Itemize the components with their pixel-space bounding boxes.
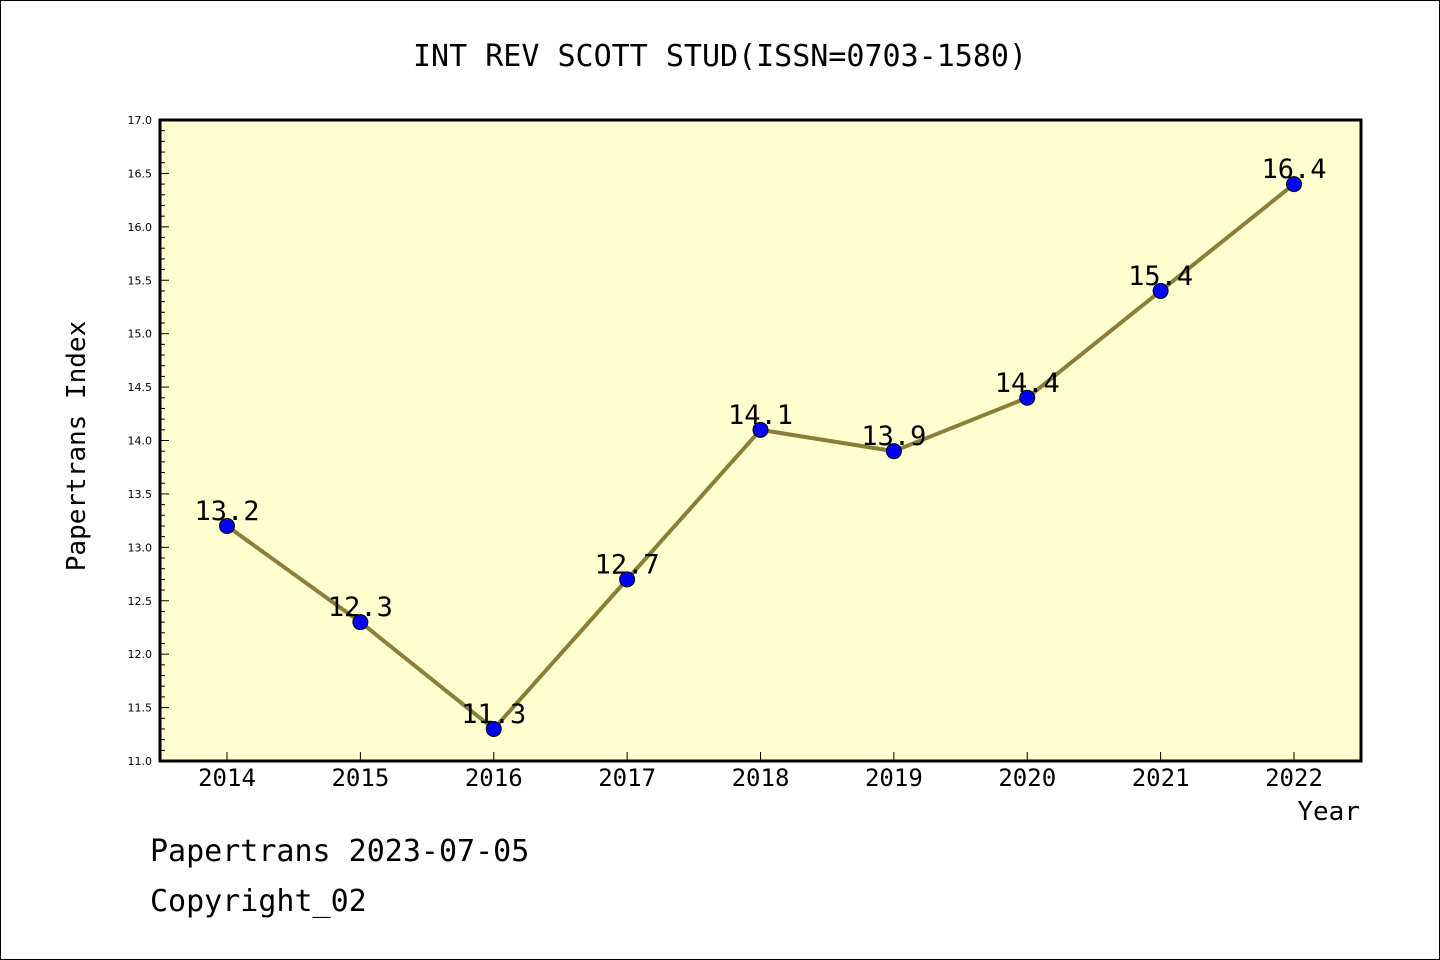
x-tick-label: 2020 — [998, 764, 1056, 792]
data-label: 13.2 — [194, 496, 259, 527]
y-tick-label: 11.5 — [128, 702, 153, 715]
x-tick-label: 2019 — [865, 764, 923, 792]
plot-border — [158, 118, 1363, 763]
x-tick-label: 2015 — [331, 764, 389, 792]
data-label: 16.4 — [1261, 154, 1326, 185]
y-tick-label: 13.5 — [128, 488, 153, 501]
data-point — [1019, 389, 1036, 406]
y-tick-label: 14.5 — [128, 381, 153, 394]
data-label: 11.3 — [461, 699, 526, 730]
data-point — [885, 443, 902, 460]
x-tick-label: 2014 — [198, 764, 256, 792]
y-tick-label: 16.0 — [128, 221, 153, 234]
data-label: 15.4 — [1128, 261, 1193, 292]
footer-date: Papertrans 2023-07-05 — [150, 834, 530, 869]
y-tick-label: 15.0 — [128, 328, 153, 341]
y-tick-label: 12.5 — [128, 595, 153, 608]
y-tick-label: 14.0 — [128, 435, 153, 448]
y-tick-label: 16.5 — [128, 167, 153, 180]
x-tick-label: 2018 — [732, 764, 790, 792]
x-axis: 2014 2015 2016 2017 2018 2019 2020 2021 2022 — [198, 752, 1323, 792]
y-tick-label: 13.0 — [128, 541, 153, 554]
data-label: 14.1 — [728, 400, 793, 431]
data-point — [485, 720, 502, 737]
x-tick-label: 2022 — [1265, 764, 1323, 792]
data-point — [1286, 176, 1302, 193]
data-point — [1152, 282, 1169, 299]
chart-title: INT REV SCOTT STUD(ISSN=0703-1580) — [413, 39, 1027, 74]
y-tick-label: 11.0 — [128, 755, 153, 768]
data-label: 13.9 — [861, 421, 926, 452]
x-axis-label: Year — [1297, 797, 1360, 827]
data-point — [619, 571, 636, 588]
x-tick-label: 2017 — [598, 764, 656, 792]
x-tick-label: 2021 — [1132, 764, 1190, 792]
data-point — [352, 614, 369, 631]
y-tick-label: 15.5 — [128, 274, 153, 287]
data-point — [219, 517, 235, 534]
data-label: 12.7 — [595, 549, 660, 580]
series: 13.2 12.3 11.3 12.7 14.1 13.9 14.4 15.4 16.4 — [194, 154, 1327, 737]
y-axis-label: Papertrans Index — [62, 321, 92, 571]
y-tick-label: 17.0 — [128, 114, 153, 127]
plot-area — [160, 120, 1361, 761]
data-point — [752, 421, 769, 438]
data-label: 12.3 — [328, 592, 393, 623]
y-tick-label: 12.0 — [128, 648, 153, 661]
data-label: 14.4 — [995, 368, 1060, 399]
footer-copyright: Copyright_02 — [150, 884, 367, 919]
x-tick-label: 2016 — [465, 764, 523, 792]
